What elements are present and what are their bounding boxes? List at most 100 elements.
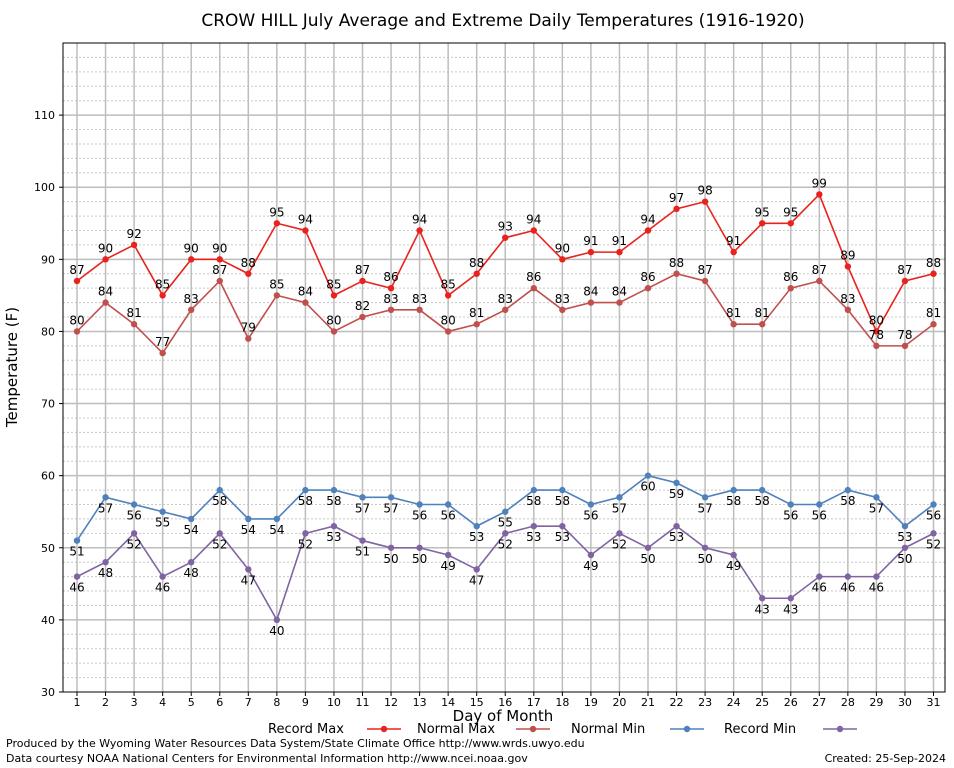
normal-max-point <box>530 284 537 292</box>
x-tick-label: 20 <box>612 696 626 709</box>
y-tick-label: 70 <box>41 398 55 411</box>
record-max-data-label: 95 <box>755 205 770 219</box>
record-max-data-label: 90 <box>98 241 113 255</box>
x-tick-label: 4 <box>159 696 166 709</box>
record-min-point <box>302 530 309 537</box>
normal-max-point <box>787 284 794 292</box>
record-min-data-label: 49 <box>441 559 456 573</box>
normal-min-point <box>216 486 223 494</box>
record-min-point <box>502 530 509 537</box>
normal-min-data-label: 56 <box>926 509 941 523</box>
record-max-point <box>587 248 595 256</box>
normal-min-data-label: 59 <box>669 487 684 501</box>
record-min-point <box>930 530 937 537</box>
x-tick-label: 17 <box>527 696 541 709</box>
normal-max-data-label: 80 <box>69 313 84 327</box>
normal-min-point <box>330 486 338 494</box>
normal-max-data-label: 87 <box>697 263 712 277</box>
normal-min-point <box>245 515 252 523</box>
normal-max-data-label: 78 <box>897 328 912 342</box>
legend-marker-normal-max <box>529 725 537 733</box>
normal-min-point <box>901 522 909 530</box>
normal-max-point <box>587 299 595 306</box>
normal-min-data-label: 57 <box>98 501 113 515</box>
record-max-data-label: 91 <box>583 234 598 248</box>
record-max-point <box>559 256 566 263</box>
record-min-point <box>102 559 109 566</box>
x-axis-label: Day of Month <box>453 707 554 725</box>
x-tick-label: 18 <box>555 696 569 709</box>
x-tick-label: 5 <box>188 696 195 709</box>
record-min-point <box>701 544 709 551</box>
normal-min-point <box>930 501 937 508</box>
record-max-data-label: 97 <box>669 191 684 205</box>
record-min-point <box>530 522 537 530</box>
record-min-data-label: 53 <box>669 530 684 544</box>
legend-label-normal-max: Normal Max <box>417 722 495 737</box>
normal-max-point <box>616 299 623 306</box>
record-min-point <box>673 522 680 530</box>
record-max-point <box>502 234 509 241</box>
normal-min-data-label: 57 <box>869 501 884 515</box>
x-tick-label: 3 <box>131 696 138 709</box>
normal-min-data-label: 57 <box>383 501 398 515</box>
normal-min-data-label: 57 <box>612 501 627 515</box>
normal-max-point <box>359 313 366 321</box>
normal-min-data-label: 60 <box>640 480 655 494</box>
record-min-data-label: 46 <box>869 581 884 595</box>
normal-min-data-label: 55 <box>498 516 513 530</box>
x-tick-label: 2 <box>102 696 109 709</box>
normal-min-point <box>102 494 109 501</box>
normal-max-point <box>216 277 223 285</box>
record-min-data-label: 49 <box>583 559 598 573</box>
normal-max-data-label: 83 <box>840 292 855 306</box>
normal-min-data-label: 56 <box>412 509 427 523</box>
normal-max-point <box>302 299 309 306</box>
record-min-data-label: 49 <box>726 559 741 573</box>
record-min-data-label: 53 <box>326 530 341 544</box>
record-max-point <box>387 284 395 292</box>
normal-min-data-label: 56 <box>812 509 827 523</box>
normal-min-point <box>759 486 766 494</box>
legend-label-record-max: Record Max <box>268 722 344 737</box>
legend-marker-record-min <box>836 725 844 733</box>
plot-area <box>63 43 945 692</box>
legend-label-normal-min: Normal Min <box>571 722 645 737</box>
normal-max-data-label: 80 <box>326 313 341 327</box>
normal-max-point <box>701 277 709 285</box>
record-min-point <box>559 522 566 530</box>
normal-max-point <box>730 321 737 328</box>
normal-min-point <box>188 515 195 523</box>
record-max-point <box>216 256 223 263</box>
normal-min-data-label: 58 <box>840 494 855 508</box>
x-tick-label: 11 <box>356 696 370 709</box>
x-tick-label: 31 <box>927 696 941 709</box>
record-min-point <box>245 566 252 573</box>
x-tick-label: 28 <box>841 696 855 709</box>
record-max-data-label: 85 <box>326 277 341 291</box>
record-min-point <box>159 573 166 580</box>
normal-min-point <box>502 508 509 515</box>
normal-max-point <box>473 321 480 328</box>
record-max-data-label: 90 <box>212 241 227 255</box>
normal-min-point <box>130 501 138 508</box>
normal-max-point <box>130 321 138 328</box>
record-min-point <box>444 551 452 559</box>
series-layer <box>73 191 937 624</box>
record-min-point <box>216 530 223 537</box>
normal-min-data-label: 55 <box>155 516 170 530</box>
record-min-point <box>730 551 737 559</box>
record-min-point <box>816 573 823 580</box>
record-max-data-label: 89 <box>840 249 855 263</box>
record-max-data-label: 90 <box>555 241 570 255</box>
normal-max-data-label: 81 <box>469 306 484 320</box>
legend-label-record-min: Record Min <box>724 722 796 737</box>
record-min-data-label: 50 <box>412 552 427 566</box>
y-tick-label: 50 <box>41 542 55 555</box>
normal-min-data-label: 56 <box>583 509 598 523</box>
record-min-data-label: 48 <box>184 566 199 580</box>
record-max-data-label: 94 <box>526 212 541 226</box>
record-max-point <box>359 277 366 285</box>
normal-max-point <box>816 277 823 285</box>
record-max-point <box>930 270 937 277</box>
